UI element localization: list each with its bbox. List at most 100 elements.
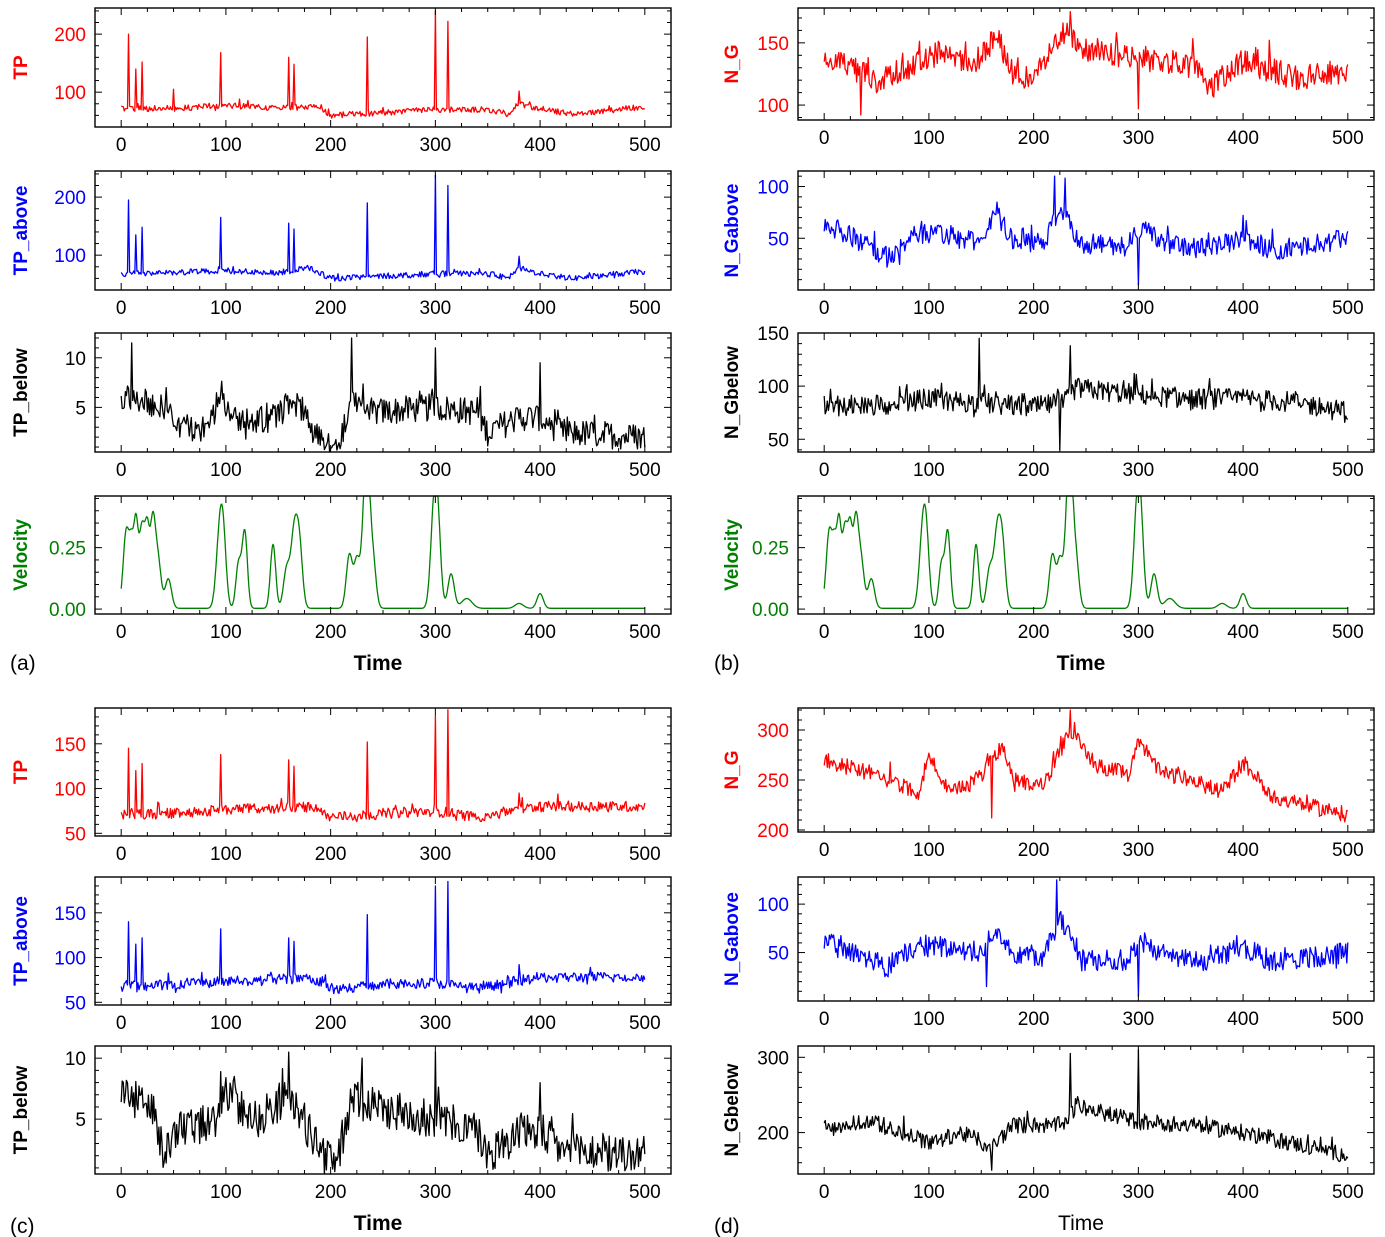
y-axis-label: N_Gabove <box>722 184 743 278</box>
y-tick-label: 150 <box>54 735 86 756</box>
x-tick-label: 0 <box>819 128 830 149</box>
y-tick-label: 100 <box>54 949 86 970</box>
x-tick-label: 0 <box>116 844 127 865</box>
series-line <box>823 11 1349 116</box>
y-axis-label: TP_above <box>11 186 32 276</box>
x-tick-label: 100 <box>913 460 945 481</box>
y-axis-label: TP_above <box>11 896 32 986</box>
x-tick-label: 200 <box>315 298 347 319</box>
x-tick-label: 300 <box>420 1013 452 1034</box>
x-tick-label: 100 <box>210 135 242 156</box>
x-tick-label: 300 <box>420 1182 452 1203</box>
x-tick-label: 400 <box>524 844 556 865</box>
x-axis-label: Time <box>1057 652 1106 675</box>
panel-label-d: (d) <box>714 1215 740 1237</box>
x-tick-label: 100 <box>913 1182 945 1203</box>
y-tick-label: 10 <box>65 349 86 370</box>
y-tick-label: 100 <box>757 96 789 117</box>
x-tick-label: 300 <box>420 298 452 319</box>
subplot-c-2: 0 100 200 300 400 500 50 100 150 TP_above <box>11 876 672 1034</box>
series-line <box>121 10 646 119</box>
x-tick-label: 100 <box>210 844 242 865</box>
y-axis-label: TP <box>11 55 32 80</box>
x-tick-label: 400 <box>1227 1009 1259 1030</box>
y-tick-label: 150 <box>757 324 789 345</box>
series-line <box>120 337 646 453</box>
y-tick-label: 100 <box>54 83 86 104</box>
y-axis-label: N_G <box>722 44 743 83</box>
x-tick-label: 400 <box>524 622 556 643</box>
x-tick-label: 500 <box>1332 1182 1364 1203</box>
y-tick-label: 50 <box>65 993 86 1014</box>
subplot-b-2: 0 100 200 300 400 500 50 100 N_Gabove <box>722 170 1375 319</box>
series-line <box>823 709 1349 823</box>
y-axis-label: N_G <box>722 750 743 789</box>
series-line <box>823 879 1349 997</box>
x-tick-label: 0 <box>819 460 830 481</box>
subplot-a-2: 0 100 200 300 400 500 100 200 TP_above <box>11 170 672 319</box>
y-tick-label: 5 <box>75 398 86 419</box>
y-tick-label: 100 <box>757 895 789 916</box>
series-line <box>120 709 646 823</box>
x-tick-label: 100 <box>210 460 242 481</box>
axes-frame <box>94 707 672 837</box>
x-tick-label: 400 <box>1227 1182 1259 1203</box>
panel-label-b: (b) <box>714 652 740 675</box>
y-tick-label: 5 <box>75 1110 86 1131</box>
x-tick-label: 300 <box>420 460 452 481</box>
x-tick-label: 400 <box>1227 840 1259 861</box>
x-tick-label: 200 <box>1018 840 1050 861</box>
x-tick-label: 400 <box>524 460 556 481</box>
y-axis-label: TP_below <box>11 1065 32 1154</box>
axes-frame <box>797 495 1375 615</box>
x-tick-label: 0 <box>116 460 127 481</box>
x-axis-label: Time <box>1058 1212 1104 1235</box>
y-tick-label: 150 <box>54 904 86 925</box>
x-tick-label: 200 <box>1018 1009 1050 1030</box>
x-tick-label: 100 <box>913 128 945 149</box>
x-tick-label: 0 <box>819 622 830 643</box>
y-axis-label: Velocity <box>722 519 743 591</box>
subplot-a-3: 0 100 200 300 400 500 5 10 TP_below <box>11 332 672 481</box>
axes-frame <box>94 495 672 615</box>
y-tick-label: 50 <box>768 944 789 965</box>
x-tick-label: 0 <box>819 840 830 861</box>
x-tick-label: 500 <box>1332 622 1364 643</box>
x-tick-label: 100 <box>913 622 945 643</box>
y-tick-label: 100 <box>757 178 789 199</box>
x-tick-label: 500 <box>629 1182 661 1203</box>
axes-frame <box>797 876 1375 1002</box>
x-tick-label: 0 <box>819 1182 830 1203</box>
axes-frame <box>797 7 1375 121</box>
x-tick-label: 400 <box>524 1013 556 1034</box>
x-tick-label: 500 <box>629 622 661 643</box>
series-line <box>823 175 1349 286</box>
y-tick-label: 300 <box>757 721 789 742</box>
axes-frame <box>797 170 1375 291</box>
x-axis-label: Time <box>354 1212 403 1235</box>
x-tick-label: 400 <box>524 135 556 156</box>
x-tick-label: 100 <box>913 1009 945 1030</box>
y-tick-label: 50 <box>768 430 789 451</box>
x-tick-label: 100 <box>210 1182 242 1203</box>
y-tick-label: 100 <box>54 780 86 801</box>
y-axis-label: N_Gbelow <box>722 1063 743 1156</box>
subplot-a-1: 0 100 200 300 400 500 100 200 TP <box>11 7 672 156</box>
x-tick-label: 500 <box>1332 460 1364 481</box>
x-tick-label: 500 <box>629 298 661 319</box>
series-line <box>823 495 1348 609</box>
x-tick-label: 400 <box>524 298 556 319</box>
x-tick-label: 100 <box>210 298 242 319</box>
x-tick-label: 200 <box>315 622 347 643</box>
x-tick-label: 200 <box>1018 298 1050 319</box>
x-tick-label: 500 <box>629 844 661 865</box>
x-tick-label: 200 <box>1018 622 1050 643</box>
x-tick-label: 0 <box>819 298 830 319</box>
axes-frame <box>797 707 1375 833</box>
y-tick-label: 200 <box>54 25 86 46</box>
x-tick-label: 300 <box>420 135 452 156</box>
panel-label-c: (c) <box>10 1215 35 1237</box>
x-tick-label: 200 <box>1018 460 1050 481</box>
